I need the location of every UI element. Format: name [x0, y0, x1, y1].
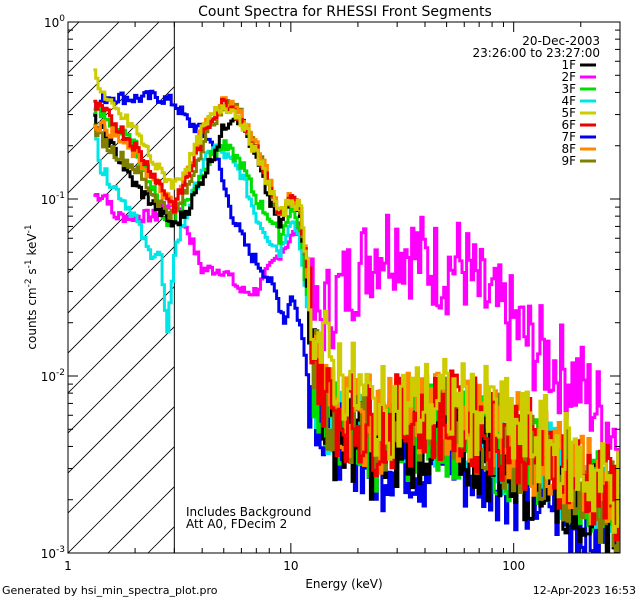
x-tick-label: 10 [283, 559, 298, 573]
legend-label-6f: 6F [561, 118, 576, 132]
series-line-1f [93, 114, 620, 553]
attenuator-hatch [68, 22, 175, 553]
legend-label-7f: 7F [561, 130, 576, 144]
note-attenuator: Att A0, FDecim 2 [186, 517, 287, 531]
y-tick-label: 100 [44, 14, 65, 30]
x-axis-label: Energy (keV) [305, 577, 382, 591]
x-tick-label: 1 [64, 559, 72, 573]
chart-title: Count Spectra for RHESSI Front Segments [198, 4, 492, 20]
x-tick-label: 100 [502, 559, 525, 573]
footer-timestamp: 12-Apr-2023 16:53 [533, 584, 636, 597]
note-background: Includes Background [186, 505, 311, 519]
legend-label-1f: 1F [561, 58, 576, 72]
series-line-5f [93, 68, 620, 534]
legend-label-3f: 3F [561, 82, 576, 96]
legend-label-2f: 2F [561, 70, 576, 84]
y-tick-label: 10-3 [41, 545, 65, 561]
time-range-label: 23:26:00 to 23:27:00 [473, 46, 600, 60]
y-tick-label: 10-2 [41, 368, 65, 384]
footer-generated-by: Generated by hsi_min_spectra_plot.pro [2, 584, 218, 597]
legend-label-5f: 5F [561, 106, 576, 120]
axes-frame [67, 21, 621, 554]
date-label: 20-Dec-2003 [522, 34, 600, 48]
legend-label-9f: 9F [561, 154, 576, 168]
plot-area: 1 10 100 100 10-1 10-2 10-3 [41, 14, 621, 573]
legend-label-4f: 4F [561, 94, 576, 108]
svg-text:counts cm-2 s-1 keV-1: counts cm-2 s-1 keV-1 [24, 224, 39, 349]
y-tick-label: 10-1 [41, 191, 65, 207]
y-axis-label: counts cm-2 s-1 keV-1 [24, 224, 39, 349]
legend-label-8f: 8F [561, 142, 576, 156]
